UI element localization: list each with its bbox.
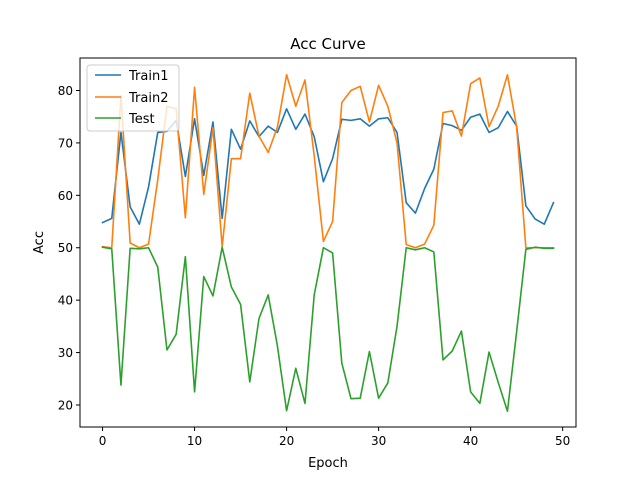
y-tick-label: 20 — [58, 398, 73, 412]
x-tick-label: 40 — [463, 434, 478, 448]
x-tick-label: 30 — [371, 434, 386, 448]
y-tick-label: 30 — [58, 346, 73, 360]
x-tick-label: 20 — [279, 434, 294, 448]
y-axis-ticks: 20 30 40 50 60 70 80 — [58, 84, 80, 412]
x-axis-ticks: 0 10 20 30 40 50 — [99, 427, 570, 448]
legend: Train1 Train2 Test — [86, 64, 180, 132]
series-line-test — [101, 246, 555, 413]
x-axis-label: Epoch — [308, 456, 348, 471]
legend-box — [86, 64, 180, 132]
y-tick-label: 50 — [58, 241, 73, 255]
x-tick-label: 50 — [555, 434, 570, 448]
legend-label-train2: Train2 — [128, 91, 168, 106]
legend-label-train1: Train1 — [128, 69, 168, 84]
y-tick-label: 40 — [58, 294, 73, 308]
y-tick-label: 80 — [58, 84, 73, 98]
chart-title: Acc Curve — [290, 35, 366, 53]
legend-label-test: Test — [128, 112, 155, 127]
y-tick-label: 70 — [58, 136, 73, 150]
y-axis-label: Acc — [32, 231, 47, 254]
x-tick-label: 10 — [187, 434, 202, 448]
y-tick-label: 60 — [58, 189, 73, 203]
x-tick-label: 0 — [99, 434, 107, 448]
axes-frame — [79, 57, 577, 428]
